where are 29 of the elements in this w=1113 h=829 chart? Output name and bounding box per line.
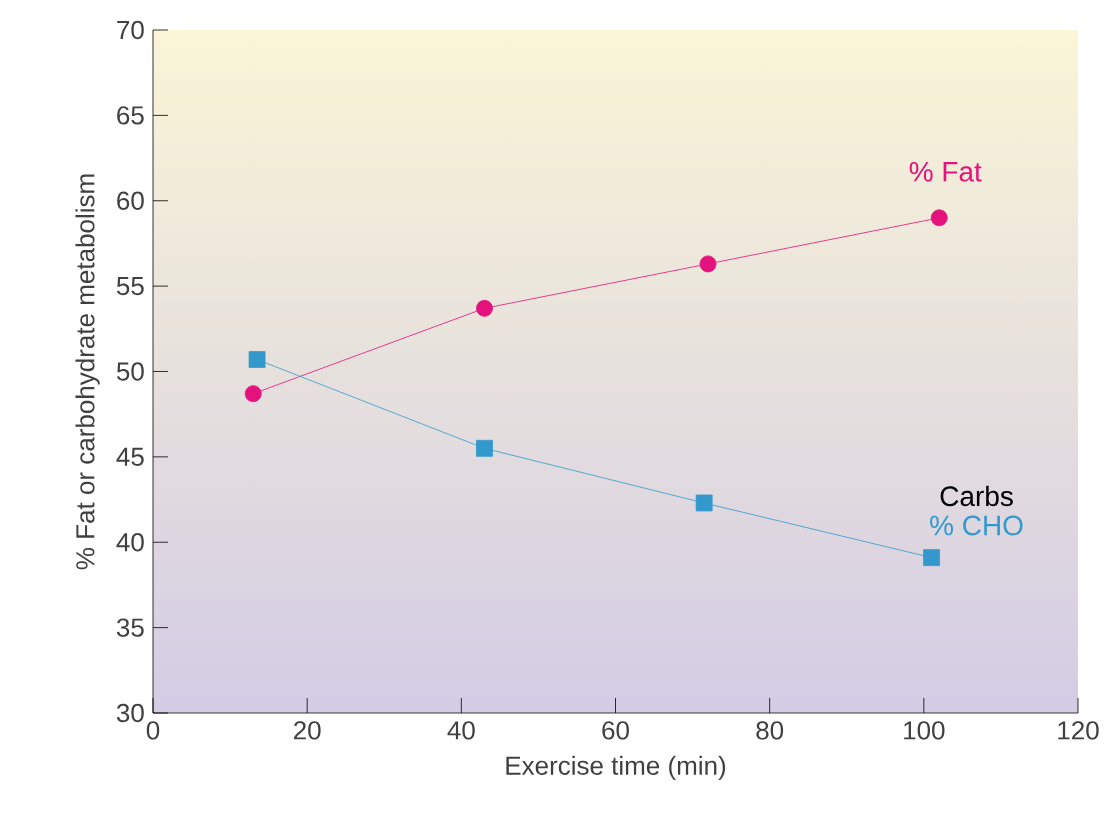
y-tick-label: 70 xyxy=(117,20,144,40)
x-tick-label: 100 xyxy=(904,721,945,740)
annotation: Carbs xyxy=(940,485,1013,507)
y-tick-label: 55 xyxy=(116,277,144,296)
point xyxy=(476,299,493,317)
series-label: % CHO xyxy=(930,515,1023,536)
y-axis-title: % Fat or carbohydrate metabolism xyxy=(75,174,100,570)
x-tick-label: 40 xyxy=(447,721,475,740)
y-tick-label: 60 xyxy=(117,191,144,210)
x-tick-label: 60 xyxy=(602,721,629,740)
y-tick-label: 40 xyxy=(116,533,144,552)
point xyxy=(923,549,940,566)
series-label: % Fat xyxy=(909,161,982,182)
y-tick-label: 45 xyxy=(116,447,144,466)
x-tick-label: 0 xyxy=(146,721,160,740)
y-tick-label: 50 xyxy=(116,362,144,381)
x-tick-label: 80 xyxy=(756,721,784,740)
point xyxy=(248,351,266,368)
x-tick-label: 20 xyxy=(294,721,321,740)
x-tick-label: 120 xyxy=(1058,721,1099,740)
point xyxy=(930,209,948,227)
y-tick-label: 30 xyxy=(116,703,144,723)
point xyxy=(695,494,713,512)
y-tick-label: 35 xyxy=(116,618,144,637)
point xyxy=(476,439,493,457)
x-axis-title: Exercise time (min) xyxy=(506,755,726,781)
point xyxy=(699,255,717,273)
point xyxy=(244,385,262,403)
y-tick-label: 65 xyxy=(117,106,144,125)
